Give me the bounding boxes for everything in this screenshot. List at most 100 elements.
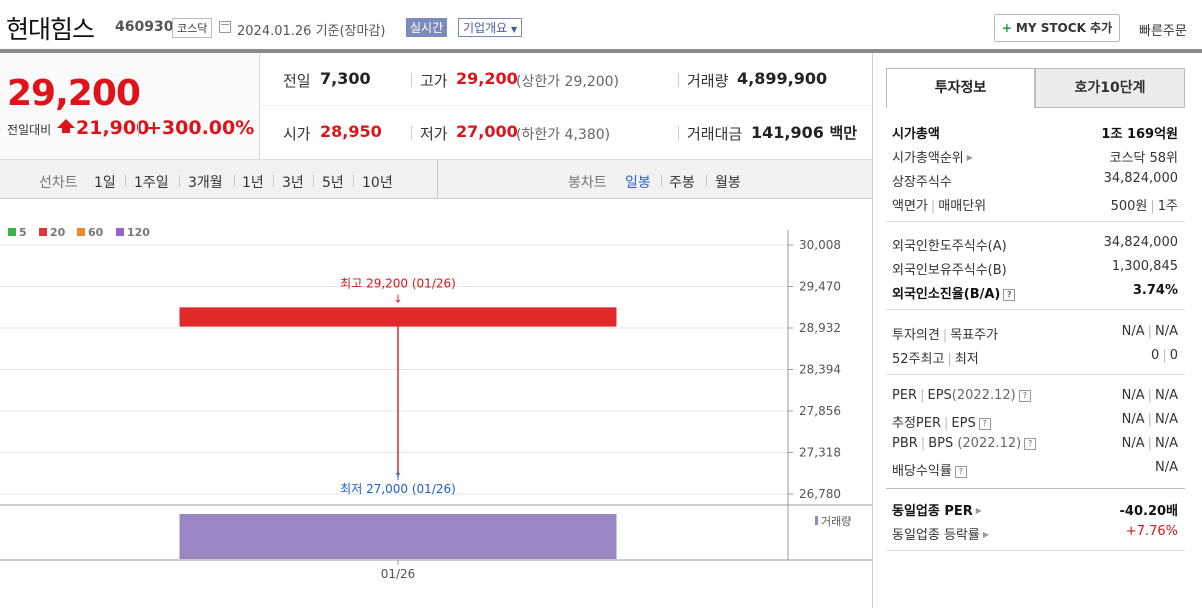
dividend-label-text: 배당수익률 bbox=[892, 464, 952, 479]
est-per-label: 추정PER | EPS? bbox=[892, 412, 991, 431]
x-tick-label: 01/26 bbox=[381, 567, 416, 581]
tab-weekly[interactable]: 주봉 bbox=[669, 175, 695, 191]
volume-legend-swatch bbox=[815, 516, 818, 525]
separator: | bbox=[1147, 388, 1152, 403]
target-label-text: 목표주가 bbox=[950, 328, 999, 343]
y-tick-label: 27,318 bbox=[799, 446, 841, 460]
par-value-row: 액면가 | 매매단위 500원 | 1주 bbox=[892, 193, 1178, 215]
amount-number: 141,906 bbox=[751, 123, 824, 142]
low-value: 27,000 bbox=[456, 122, 518, 141]
candle-body bbox=[179, 307, 617, 327]
change-percent: +300.00% bbox=[146, 117, 255, 139]
price-chart[interactable]: 5 20 60 120 30,008 29,470 28,932 28,394 27,8… bbox=[0, 200, 872, 608]
separator: | bbox=[944, 416, 949, 431]
industry-per-label: 동일업종 PER ▶ bbox=[892, 500, 982, 519]
legend-swatch bbox=[116, 228, 124, 236]
realtime-button[interactable]: 실시간 bbox=[406, 18, 448, 37]
tab-5year[interactable]: 5년 bbox=[322, 175, 344, 191]
upper-limit: (상한가 29,200) bbox=[516, 74, 620, 90]
opinion-row: 투자의견 | 목표주가 N/A | N/A bbox=[892, 322, 1178, 344]
tab-monthly[interactable]: 월봉 bbox=[715, 175, 741, 191]
foreign-limit-row: 외국인한도주식수(A) 34,824,000 bbox=[892, 233, 1178, 255]
market-cap-value: 1조 169억원 bbox=[1101, 127, 1178, 142]
per-value: N/A | N/A bbox=[1122, 388, 1178, 403]
legend-ma20: 20 bbox=[39, 226, 65, 239]
industry-rate-row[interactable]: 동일업종 등락률 ▶ +7.76% bbox=[892, 522, 1178, 544]
week52-row: 52주최고 | 최저 0 | 0 bbox=[892, 346, 1178, 368]
market-badge: 코스닥 bbox=[172, 18, 213, 38]
volume-legend-label: 거래량 bbox=[821, 515, 851, 528]
legend-swatch bbox=[39, 228, 47, 236]
plus-icon: + bbox=[1001, 21, 1012, 35]
line-chart-label[interactable]: 선차트 bbox=[39, 175, 78, 191]
bps-label-text: BPS bbox=[928, 436, 954, 451]
week52-low-value: 0 bbox=[1169, 348, 1178, 363]
opinion-label: 투자의견 | 목표주가 bbox=[892, 324, 998, 343]
separator: | bbox=[920, 436, 926, 451]
separator: | bbox=[1147, 436, 1152, 451]
tab-separator bbox=[273, 175, 274, 187]
quick-order-link[interactable]: 빠른주문 bbox=[1139, 24, 1187, 39]
y-tick-label: 27,856 bbox=[799, 404, 841, 418]
separator: | bbox=[930, 199, 936, 214]
prev-close-label: 전일 bbox=[283, 72, 311, 90]
separator: | bbox=[1150, 199, 1155, 214]
chart-canvas: 30,008 29,470 28,932 28,394 27,856 27,318 26,7… bbox=[0, 230, 872, 581]
amount-unit: 백만 bbox=[829, 124, 858, 142]
industry-rate-label: 동일업종 등락률 ▶ bbox=[892, 524, 989, 543]
price-summary: 29,200 전일대비 21,900 +300.00% bbox=[0, 53, 260, 159]
open-label: 시가 bbox=[283, 125, 311, 143]
candle-chart-label[interactable]: 봉차트 bbox=[568, 175, 607, 191]
quote-separator bbox=[411, 73, 412, 87]
change-value: 21,900 bbox=[76, 117, 150, 139]
tab-daily[interactable]: 일봉 bbox=[625, 175, 651, 191]
est-eps-value-text: N/A bbox=[1155, 412, 1178, 427]
quote-row-divider bbox=[261, 105, 872, 106]
stock-header: 현대힘스 460930 코스닥 2024.01.26 기준(장마감) 실시간 기… bbox=[0, 0, 1202, 50]
y-tick-label: 28,394 bbox=[799, 363, 841, 377]
tab-orderbook[interactable]: 호가10단계 bbox=[1035, 68, 1185, 108]
est-per-row: 추정PER | EPS? N/A | N/A bbox=[892, 410, 1178, 432]
stock-code: 460930 bbox=[115, 19, 174, 35]
low-annotation: 최저 27,000 (01/26) bbox=[340, 482, 456, 496]
tab-invest-info[interactable]: 투자정보 bbox=[886, 68, 1035, 108]
y-tick-label: 30,008 bbox=[799, 238, 841, 252]
my-stock-add-button[interactable]: + MY STOCK 추가 bbox=[994, 14, 1120, 42]
tab-separator bbox=[234, 175, 235, 187]
section-divider bbox=[886, 488, 1185, 489]
low-label: 저가 bbox=[420, 125, 448, 143]
tab-separator bbox=[661, 175, 662, 187]
tab-10year[interactable]: 10년 bbox=[362, 175, 393, 191]
market-cap-rank-row[interactable]: 시가총액순위 ▶ 코스닥 58위 bbox=[892, 145, 1178, 167]
tabs-divider bbox=[437, 160, 438, 199]
industry-per-row[interactable]: 동일업종 PER ▶ -40.20배 bbox=[892, 498, 1178, 520]
tab-3year[interactable]: 3년 bbox=[282, 175, 304, 191]
high-value: 29,200 bbox=[456, 69, 518, 88]
week52-value: 0 | 0 bbox=[1151, 348, 1178, 363]
section-divider bbox=[886, 374, 1185, 375]
per-row: PER | EPS(2022.12)? N/A | N/A bbox=[892, 386, 1178, 408]
amount-label: 거래대금 bbox=[687, 125, 743, 143]
opinion-label-text: 투자의견 bbox=[892, 328, 940, 343]
help-icon[interactable]: ? bbox=[1003, 289, 1016, 301]
bps-value-text: N/A bbox=[1155, 436, 1178, 451]
company-overview-button[interactable]: 기업개요 ▼ bbox=[458, 18, 523, 37]
foreign-rate-label: 외국인소진율(B/A)? bbox=[892, 283, 1016, 302]
company-overview-label: 기업개요 bbox=[463, 21, 508, 35]
legend-label: 20 bbox=[50, 226, 66, 239]
help-icon[interactable]: ? bbox=[1018, 390, 1031, 402]
help-icon[interactable]: ? bbox=[978, 418, 991, 430]
tab-separator bbox=[353, 175, 354, 187]
help-icon[interactable]: ? bbox=[1024, 438, 1037, 450]
opinion-value-text: N/A bbox=[1121, 324, 1145, 339]
tab-1week[interactable]: 1주일 bbox=[134, 175, 169, 191]
tab-1day[interactable]: 1일 bbox=[94, 175, 116, 191]
tab-1year[interactable]: 1년 bbox=[242, 175, 264, 191]
tab-3month[interactable]: 3개월 bbox=[188, 175, 223, 191]
chevron-right-icon: ▶ bbox=[975, 506, 982, 515]
pbr-label: PBR | BPS (2022.12)? bbox=[892, 436, 1037, 451]
chevron-right-icon: ▶ bbox=[982, 530, 990, 539]
help-icon[interactable]: ? bbox=[954, 466, 967, 478]
par-value-value: 500원 | 1주 bbox=[1111, 195, 1178, 214]
quote-separator bbox=[678, 73, 679, 87]
